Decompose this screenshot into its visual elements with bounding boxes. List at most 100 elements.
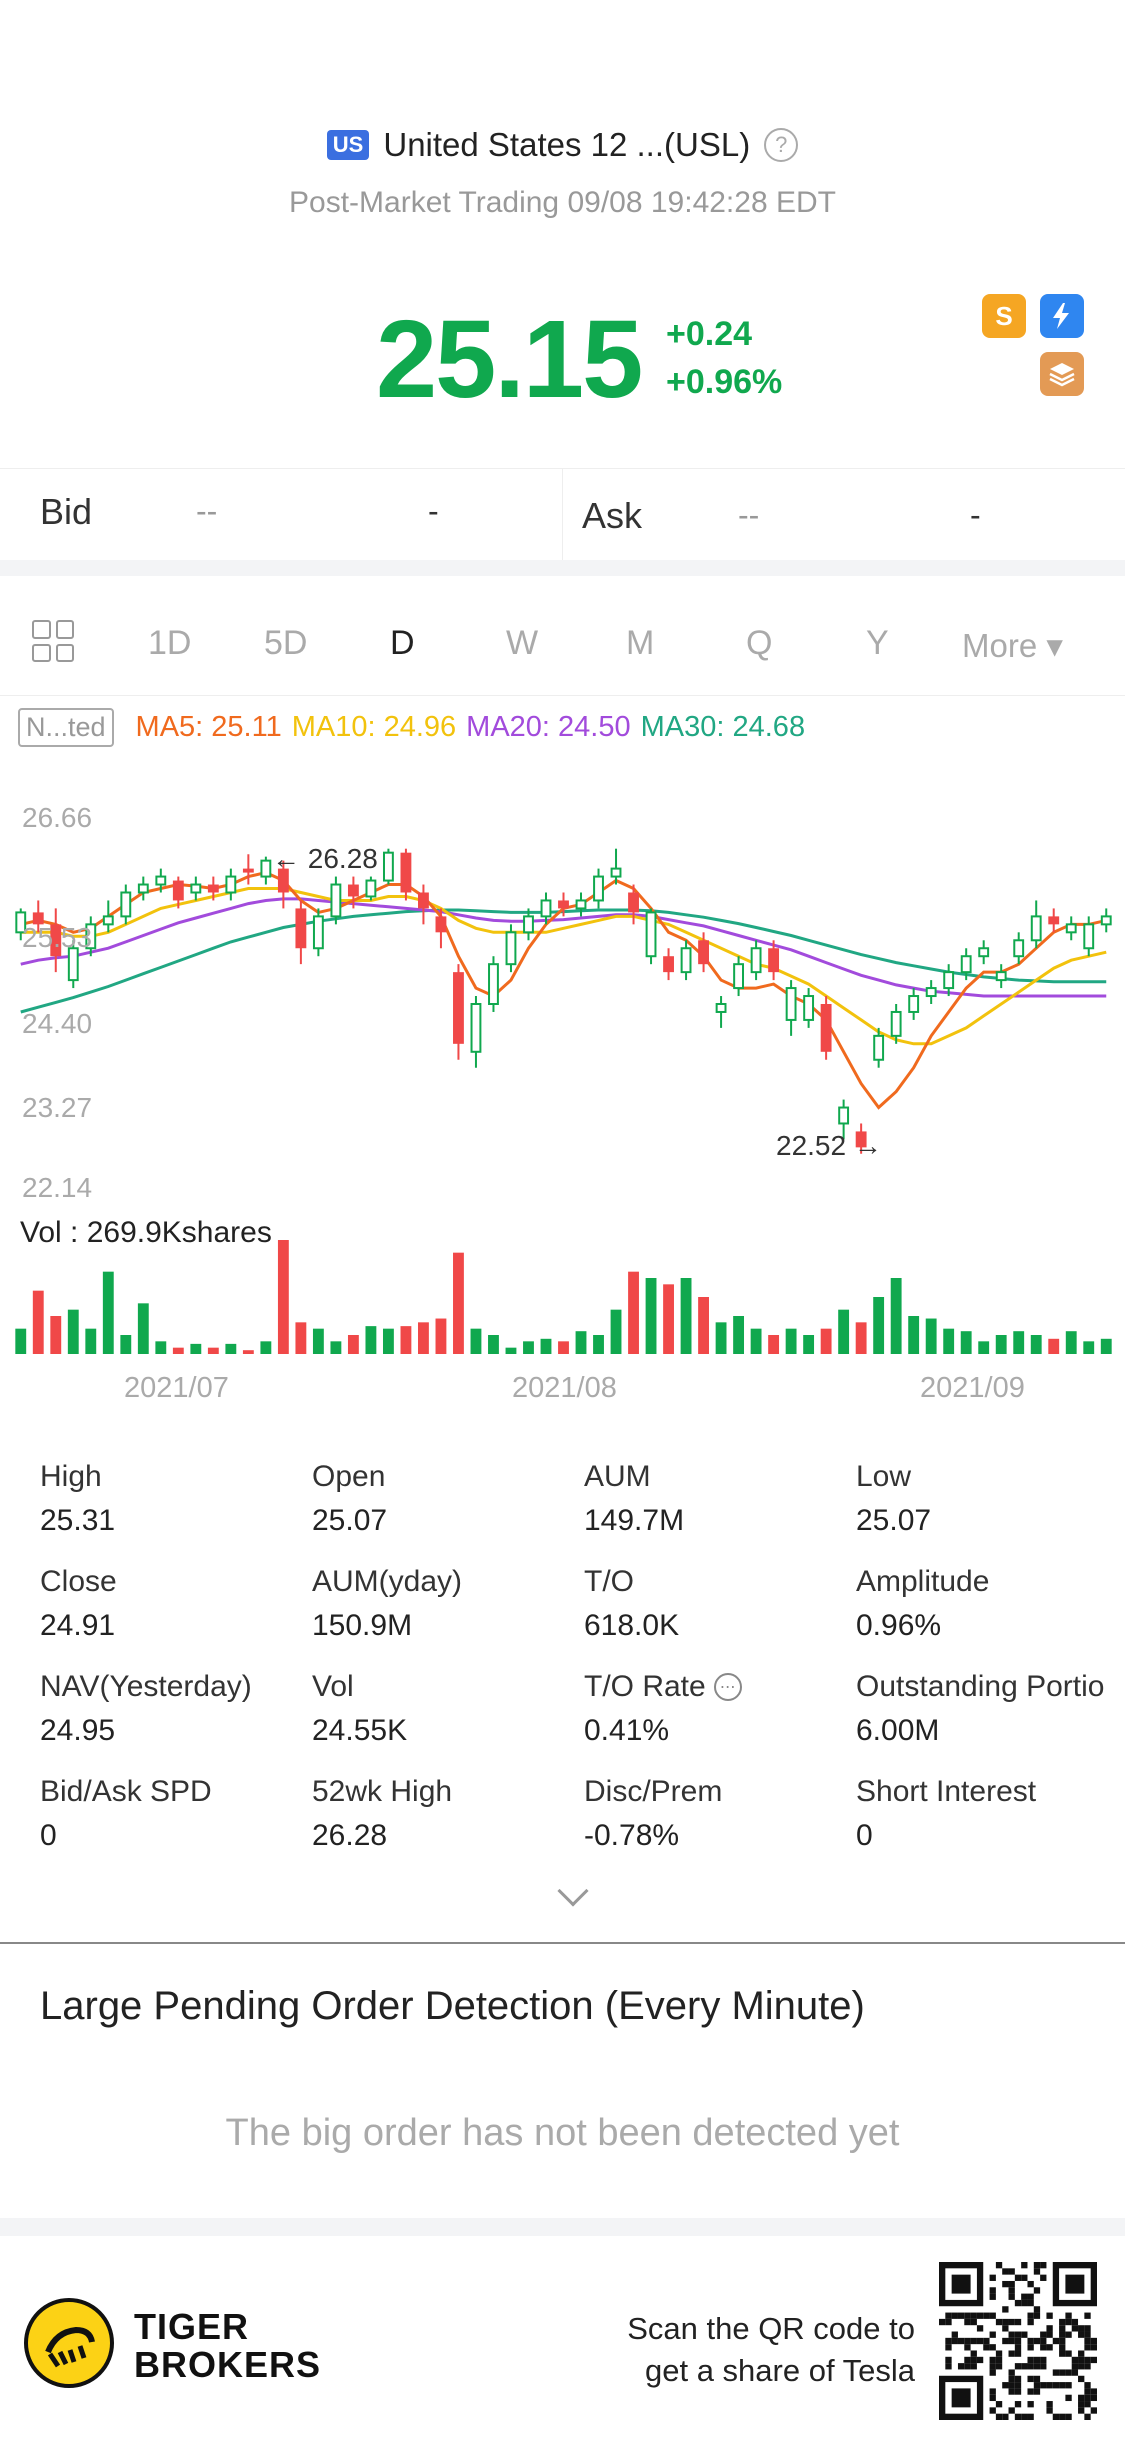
stat-open: Open 25.07 <box>312 1460 584 1538</box>
layout-grid-icon[interactable] <box>32 620 74 662</box>
qr-module <box>1071 2356 1079 2364</box>
layers-icon[interactable] <box>1040 352 1084 396</box>
qr-module <box>970 2363 977 2370</box>
qr-module <box>1046 2401 1053 2408</box>
volume-bar <box>750 1328 762 1354</box>
stat-short-interest: Short Interest 0 <box>856 1775 1125 1853</box>
adjust-mode-button[interactable]: N...ted <box>18 708 114 747</box>
footer-promo[interactable]: TIGER BROKERS Scan the QR code to get a … <box>0 2236 1125 2452</box>
candle-body <box>715 1003 727 1013</box>
indicator-row: N...ted MA5: 25.11 MA10: 24.96 MA20: 24.… <box>18 708 805 747</box>
candle-body <box>295 908 307 949</box>
scan-line-1: Scan the QR code to <box>627 2311 915 2346</box>
qr-module <box>1059 2331 1066 2338</box>
qr-module <box>951 2312 958 2319</box>
qr-module <box>1027 2299 1034 2307</box>
qr-module <box>1002 2268 1009 2275</box>
qr-module <box>1052 2337 1060 2345</box>
expand-chevron-icon[interactable] <box>557 1875 589 1907</box>
security-title[interactable]: United States 12 ...(USL) <box>383 126 751 163</box>
volume-bar <box>382 1328 394 1354</box>
qr-module <box>995 2350 1003 2357</box>
tab-more[interactable]: More ▾ <box>962 627 1063 664</box>
candle-body <box>733 963 745 990</box>
dollar-icon[interactable]: S <box>982 294 1026 338</box>
lightning-icon[interactable] <box>1040 294 1084 338</box>
ma10-label: MA10: 24.96 <box>291 711 457 743</box>
candle-body <box>925 987 937 998</box>
qr-module <box>970 2312 977 2319</box>
candle-body <box>960 955 972 974</box>
more-info-icon[interactable]: ⋯ <box>713 1673 742 1701</box>
qr-module <box>983 2344 990 2351</box>
stat-label: Disc/Prem <box>584 1775 723 1808</box>
qr-code-icon[interactable] <box>939 2262 1097 2420</box>
qr-module <box>1033 2287 1041 2294</box>
qr-module <box>1021 2413 1028 2420</box>
qr-module <box>1014 2331 1022 2338</box>
qr-module <box>989 2363 996 2370</box>
kline-chart[interactable] <box>0 780 1125 1400</box>
price-change: +0.24 +0.96% <box>666 310 782 406</box>
qr-module <box>1008 2350 1015 2357</box>
qr-module <box>1071 2363 1079 2370</box>
volume-bar <box>50 1316 62 1354</box>
qr-module <box>1002 2413 1009 2420</box>
stat-value: 24.95 <box>40 1714 116 1747</box>
qr-module <box>945 2318 952 2326</box>
qr-module <box>989 2344 996 2351</box>
qr-module <box>1027 2318 1034 2326</box>
candle-body <box>488 963 499 1005</box>
qr-module <box>1014 2363 1022 2370</box>
qr-module <box>957 2312 965 2319</box>
tab-y[interactable]: Y <box>866 624 889 662</box>
footer-divider <box>0 2218 1125 2236</box>
qr-module <box>1065 2382 1072 2389</box>
candle-body <box>260 859 272 878</box>
tab-1d[interactable]: 1D <box>148 624 192 662</box>
qr-module <box>976 2312 984 2319</box>
qr-module <box>1021 2274 1028 2281</box>
candle-body <box>1100 915 1112 926</box>
stat-label: AUM(yday) <box>312 1565 463 1598</box>
tab-m[interactable]: M <box>626 624 655 662</box>
qr-module <box>945 2356 952 2364</box>
bid-ask-panel: Bid -- - Ask -- - <box>0 468 1125 561</box>
x-label-jul: 2021/07 <box>124 1372 229 1404</box>
help-icon[interactable]: ? <box>764 128 799 162</box>
large-order-title: Large Pending Order Detection (Every Min… <box>40 1984 865 2028</box>
candle-body <box>453 972 464 1044</box>
qr-module <box>1065 2369 1072 2376</box>
stat-value: 6.00M <box>856 1714 940 1747</box>
qr-module <box>1002 2337 1009 2345</box>
volume-bar <box>435 1318 447 1354</box>
volume-bar <box>242 1350 254 1354</box>
qr-module <box>1014 2382 1022 2389</box>
low-marker: 22.52 → <box>776 1130 882 1161</box>
tab-w[interactable]: W <box>506 624 539 662</box>
qr-module <box>983 2312 990 2319</box>
qr-module <box>989 2394 996 2402</box>
volume-bar <box>155 1341 167 1354</box>
tab-q[interactable]: Q <box>746 624 773 662</box>
qr-module <box>1008 2369 1015 2376</box>
qr-module <box>1002 2382 1009 2389</box>
tab-d[interactable]: D <box>390 624 415 662</box>
candle-body <box>995 971 1007 982</box>
qr-module <box>1014 2375 1022 2383</box>
qr-module <box>1078 2407 1085 2414</box>
change-percent: +0.96% <box>666 363 783 401</box>
stat-value: 0 <box>856 1819 873 1852</box>
volume-bar <box>1013 1331 1025 1354</box>
candle-body <box>838 1106 850 1125</box>
stat-label: T/O Rate <box>584 1670 706 1703</box>
volume-bar <box>908 1316 920 1354</box>
qr-module <box>1084 2382 1091 2389</box>
qr-module <box>1014 2401 1022 2408</box>
qr-module <box>1084 2363 1091 2370</box>
ask-size: - <box>970 497 981 533</box>
candle-body <box>698 940 709 965</box>
tab-5d[interactable]: 5D <box>264 624 308 662</box>
stat-turnover: T/O 618.0K <box>584 1565 856 1643</box>
qr-module <box>939 2318 946 2326</box>
